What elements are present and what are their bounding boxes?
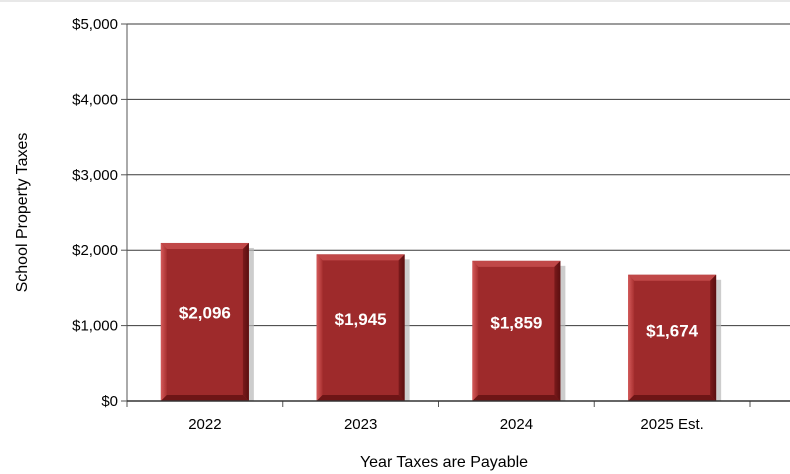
- y-axis-title: School Property Taxes: [14, 133, 31, 293]
- bar-bevel-left: [628, 274, 635, 401]
- bar-bevel-top: [316, 254, 405, 261]
- bar-body: [472, 260, 561, 401]
- bar: $2,096: [160, 242, 254, 401]
- bar-data-label: $2,096: [179, 303, 231, 322]
- bar: $1,945: [316, 254, 410, 401]
- x-tick-label: 2022: [188, 416, 221, 433]
- bar-body: [160, 242, 249, 401]
- bar-bevel-bottom: [316, 395, 405, 401]
- y-tick-label: $2,000: [72, 242, 118, 259]
- x-tick-label: 2025 Est.: [640, 416, 703, 433]
- x-axis-title: Year Taxes are Payable: [360, 454, 528, 471]
- y-axis-ticks: $0 $1,000 $2,000 $3,000 $4,000 $5,000: [72, 16, 127, 410]
- x-tick-label: 2023: [344, 416, 377, 433]
- bar-bevel-bottom: [160, 395, 249, 401]
- bar: $1,859: [472, 260, 566, 401]
- bar-bevel-top: [628, 274, 717, 281]
- bar-bevel-bottom: [628, 395, 717, 401]
- bar-body: [316, 254, 405, 401]
- bar-data-label: $1,859: [490, 314, 542, 333]
- y-tick-label: $0: [101, 393, 118, 410]
- bar-body: [628, 274, 717, 401]
- bar-bevel-right: [554, 260, 561, 401]
- bar-bevel-left: [316, 254, 323, 401]
- y-tick-label: $5,000: [72, 16, 118, 33]
- bar-bevel-top: [472, 260, 561, 267]
- bar-bevel-right: [710, 274, 717, 401]
- bar-bevel-left: [160, 242, 167, 401]
- bar-bevel-bottom: [472, 395, 561, 401]
- bar-bevel-right: [242, 242, 249, 401]
- bar-bevel-top: [160, 242, 249, 249]
- x-axis-ticks: 2022 2023 2024 2025 Est.: [126, 401, 751, 433]
- bar-data-label: $1,674: [646, 321, 699, 340]
- y-tick-label: $1,000: [72, 318, 118, 335]
- y-tick-label: $3,000: [72, 167, 118, 184]
- bar-bevel-right: [398, 254, 405, 401]
- y-tick-label: $4,000: [72, 91, 118, 108]
- bar-data-label: $1,945: [335, 310, 387, 329]
- x-tick-label: 2024: [500, 416, 533, 433]
- bars: $2,096 $1,945 $1,859 $1,674: [160, 242, 722, 401]
- bar-bevel-left: [472, 260, 479, 401]
- bar: $1,674: [628, 274, 722, 401]
